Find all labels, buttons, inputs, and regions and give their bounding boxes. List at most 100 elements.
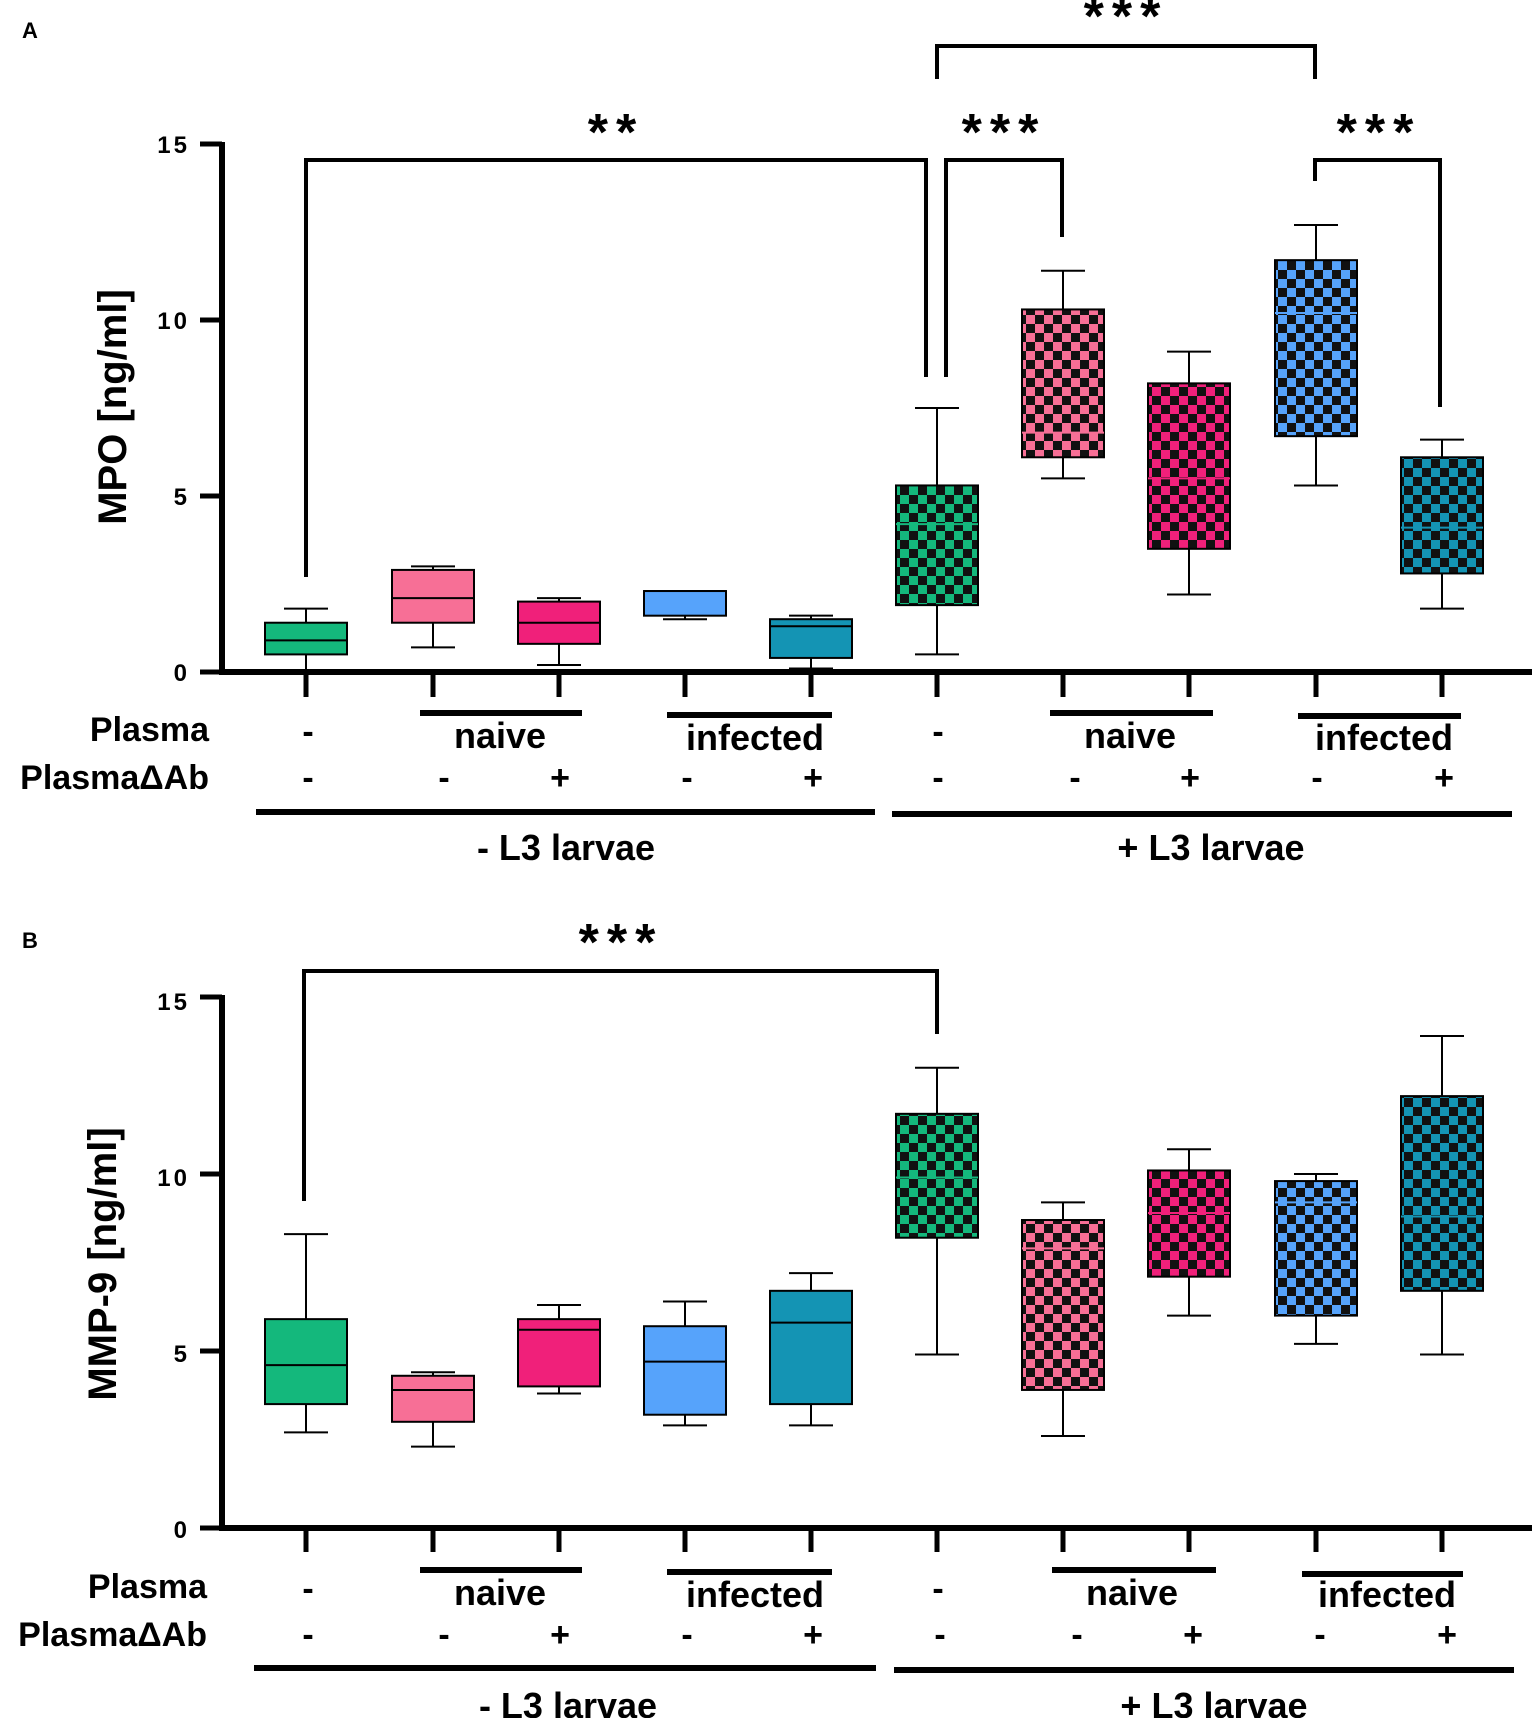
panel-b-row-label-plasma-dab: PlasmaΔAb <box>18 1616 207 1654</box>
panel-a-plasma-dab-symbol: - <box>302 759 313 797</box>
panel-b-box-9 <box>1274 1173 1358 1345</box>
panel-a-plasma-dab-symbol: + <box>803 759 823 797</box>
panel-a-plasma-dab-symbol: + <box>550 759 570 797</box>
panel-b-iqr-box <box>895 1112 979 1239</box>
panel-a-ytick-label: 0 <box>174 660 190 687</box>
panel-a-condition-minus-l3: - L3 larvae <box>477 827 655 868</box>
panel-a-plasma-dab-symbol: - <box>681 759 692 797</box>
panel-a-plasma-dab-symbol: - <box>438 759 449 797</box>
panel-b-ytick-label: 15 <box>157 989 190 1016</box>
panel-a-significance-label: *** <box>1084 0 1169 46</box>
panel-a-plasma-symbol: - <box>932 713 943 751</box>
panel-b-row-label-plasma: Plasma <box>88 1568 208 1606</box>
panel-b-box-10 <box>1400 1034 1484 1356</box>
panel-a-ytick-label: 5 <box>174 484 190 511</box>
panel-b-condition-minus-l3: - L3 larvae <box>479 1685 657 1718</box>
panel-a-significance-bracket <box>304 158 928 577</box>
panel-b-iqr-box <box>1147 1169 1231 1278</box>
panel-a-plasma-group-infected: infected <box>1315 717 1453 758</box>
panel-b-condition-plus-l3: + L3 larvae <box>1120 1685 1307 1718</box>
panel-a-ytick-label: 15 <box>157 132 190 159</box>
panel-a-significance-label: ** <box>588 104 644 162</box>
panel-b-plasma-dab-symbol: + <box>1437 1616 1457 1654</box>
panel-b-significance-bracket <box>302 969 939 1201</box>
panel-a-plasma-dab-symbol: + <box>1434 759 1454 797</box>
panel-a: A MPO [ng/ml] 0 5 10 15 ** ********* Plas… <box>20 0 1532 868</box>
panel-b-box-2 <box>391 1371 475 1448</box>
panel-b-significance-label: *** <box>579 914 664 972</box>
panel-letter-b: B <box>22 928 38 953</box>
panel-b-plot-area: *** <box>200 914 1532 1673</box>
panel-a-box-9 <box>1274 223 1358 487</box>
panel-b-plasma-dab-symbol: - <box>1071 1616 1082 1654</box>
panel-a-iqr-box <box>895 484 979 607</box>
panel-a-iqr-box <box>1021 308 1105 459</box>
panel-a-condition-plus-l3: + L3 larvae <box>1117 827 1304 868</box>
panel-a-y-ticks: 0 5 10 15 <box>157 132 190 687</box>
panel-a-plasma-dab-symbol: - <box>1311 759 1322 797</box>
panel-a-plasma-group-naive: naive <box>1084 715 1176 756</box>
panel-a-iqr-box <box>769 618 853 659</box>
panel-b-iqr-box <box>391 1374 475 1423</box>
panel-a-plasma-symbol: - <box>302 713 313 751</box>
panel-b-plasma-group-naive: naive <box>454 1572 546 1613</box>
panel-b-plasma-dab-symbol: - <box>1314 1616 1325 1654</box>
panel-a-iqr-box <box>264 621 348 656</box>
panel-a-significance-label: *** <box>1337 104 1422 162</box>
panel-b-ytick-label: 0 <box>174 1517 190 1544</box>
panel-a-y-axis-label: MPO [ng/ml] <box>91 289 135 525</box>
panel-a-ytick-label: 10 <box>157 308 190 335</box>
panel-b-iqr-box <box>1400 1095 1484 1292</box>
panel-b-iqr-box <box>1021 1219 1105 1391</box>
panel-a-box-6 <box>895 407 979 656</box>
panel-a-plasma-group-infected: infected <box>686 717 824 758</box>
panel-b-box-5 <box>769 1272 853 1427</box>
panel-b-iqr-box <box>1274 1180 1358 1317</box>
panel-a-significance-bracket <box>1313 158 1442 407</box>
panel-a-box-8 <box>1147 350 1231 596</box>
panel-a-significance-bracket <box>935 44 1317 79</box>
panel-a-plot-area: ** ********* <box>200 0 1532 817</box>
panel-b-iqr-box <box>769 1289 853 1406</box>
panel-a-box-1 <box>264 607 348 673</box>
panel-a-box-3 <box>517 597 601 666</box>
panel-a-iqr-box <box>391 568 475 624</box>
panel-a-iqr-box <box>1274 259 1358 438</box>
panel-a-row-label-plasma: Plasma <box>90 711 210 749</box>
panel-a-box-10 <box>1400 438 1484 610</box>
panel-b-iqr-box <box>643 1325 727 1416</box>
panel-b-y-ticks: 0 5 10 15 <box>157 989 190 1544</box>
panel-b-box-7 <box>1021 1201 1105 1437</box>
panel-a-box-7 <box>1021 269 1105 480</box>
panel-a-plasma-dab-symbol: - <box>932 759 943 797</box>
panel-b-plasma-dab-symbol: - <box>302 1616 313 1654</box>
panel-a-box-2 <box>391 565 475 649</box>
panel-b-ytick-label: 5 <box>174 1341 190 1368</box>
panel-b-box-6 <box>895 1066 979 1356</box>
panel-b-plasma-dab-symbol: - <box>438 1616 449 1654</box>
panel-a-iqr-box <box>1147 382 1231 550</box>
panel-b-box-4 <box>643 1300 727 1427</box>
panel-a-box-4 <box>643 590 727 621</box>
panel-b-plasma-dab-symbol: + <box>1183 1616 1203 1654</box>
panel-b-iqr-box <box>264 1318 348 1406</box>
panel-a-iqr-box <box>643 590 727 617</box>
panel-b-y-axis-label: MMP-9 [ng/ml] <box>81 1127 125 1400</box>
panel-letter-a: A <box>22 18 38 43</box>
panel-a-plasma-dab-symbol: + <box>1180 759 1200 797</box>
panel-a-plasma-dab-symbol: - <box>1069 759 1080 797</box>
panel-b-box-1 <box>264 1233 348 1434</box>
panel-b-box-8 <box>1147 1148 1231 1317</box>
panel-a-plasma-group-naive: naive <box>454 715 546 756</box>
panel-b-plasma-symbol: - <box>932 1570 943 1608</box>
panel-a-iqr-box <box>1400 456 1484 575</box>
panel-b-plasma-group-naive: naive <box>1086 1572 1178 1613</box>
panel-a-box-5 <box>769 614 853 670</box>
panel-b-box-3 <box>517 1303 601 1395</box>
panel-b-plasma-dab-symbol: + <box>803 1616 823 1654</box>
panel-b: B MMP-9 [ng/ml] 0 5 10 15 *** Plasma Pla… <box>18 914 1532 1718</box>
panel-b-plasma-group-infected: infected <box>686 1574 824 1615</box>
panel-b-plasma-dab-symbol: + <box>550 1616 570 1654</box>
panel-b-plasma-symbol: - <box>302 1570 313 1608</box>
